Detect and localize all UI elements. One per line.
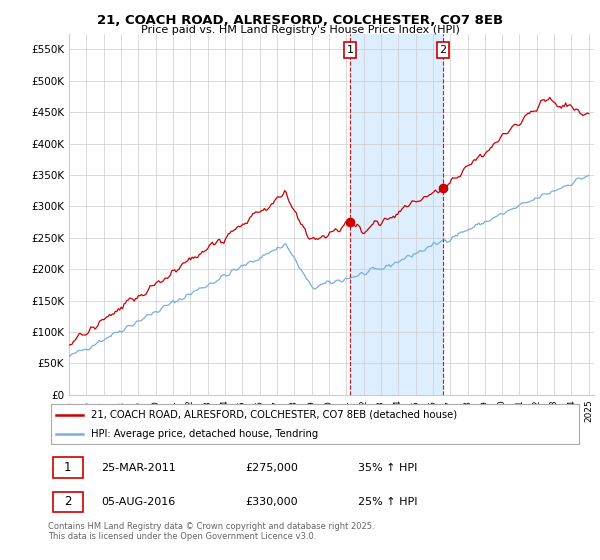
- Text: £275,000: £275,000: [245, 463, 298, 473]
- Text: £330,000: £330,000: [245, 497, 298, 507]
- Text: 1: 1: [64, 461, 71, 474]
- Text: Price paid vs. HM Land Registry's House Price Index (HPI): Price paid vs. HM Land Registry's House …: [140, 25, 460, 35]
- Text: Contains HM Land Registry data © Crown copyright and database right 2025.
This d: Contains HM Land Registry data © Crown c…: [48, 522, 374, 542]
- Text: 21, COACH ROAD, ALRESFORD, COLCHESTER, CO7 8EB (detached house): 21, COACH ROAD, ALRESFORD, COLCHESTER, C…: [91, 409, 457, 419]
- Text: 1: 1: [347, 45, 354, 55]
- Text: 25-MAR-2011: 25-MAR-2011: [101, 463, 176, 473]
- FancyBboxPatch shape: [50, 404, 580, 445]
- Text: 25% ↑ HPI: 25% ↑ HPI: [358, 497, 417, 507]
- Text: 2: 2: [64, 496, 71, 508]
- FancyBboxPatch shape: [53, 492, 83, 512]
- Bar: [350, 34, 443, 395]
- Text: 05-AUG-2016: 05-AUG-2016: [101, 497, 176, 507]
- Text: 35% ↑ HPI: 35% ↑ HPI: [358, 463, 417, 473]
- FancyBboxPatch shape: [53, 458, 83, 478]
- Text: HPI: Average price, detached house, Tendring: HPI: Average price, detached house, Tend…: [91, 429, 318, 439]
- Text: 21, COACH ROAD, ALRESFORD, COLCHESTER, CO7 8EB: 21, COACH ROAD, ALRESFORD, COLCHESTER, C…: [97, 14, 503, 27]
- Text: 2: 2: [440, 45, 446, 55]
